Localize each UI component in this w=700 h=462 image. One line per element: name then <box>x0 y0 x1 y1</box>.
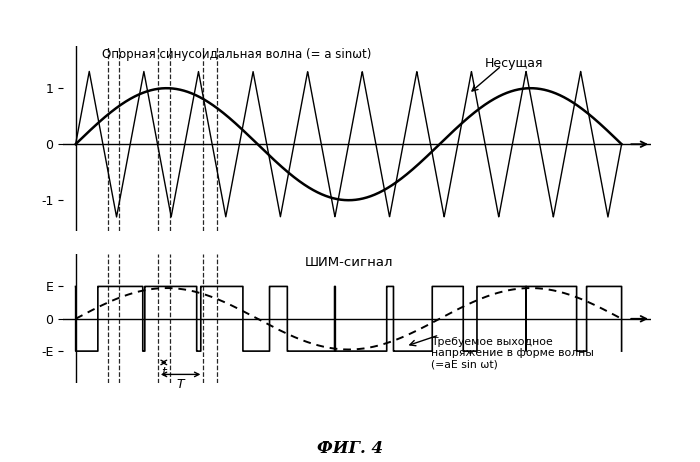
Text: Требуемое выходное
напряжение в форме волны
(=aE sin ωt): Требуемое выходное напряжение в форме во… <box>431 336 594 370</box>
Text: Несущая: Несущая <box>485 57 544 70</box>
Text: T: T <box>177 378 184 391</box>
Text: ШИМ-сигнал: ШИМ-сигнал <box>304 256 393 269</box>
Text: t: t <box>162 366 166 379</box>
Text: Опорная синусоидальная волна (= a sinωt): Опорная синусоидальная волна (= a sinωt) <box>102 48 372 61</box>
Text: ФИГ. 4: ФИГ. 4 <box>317 440 383 457</box>
